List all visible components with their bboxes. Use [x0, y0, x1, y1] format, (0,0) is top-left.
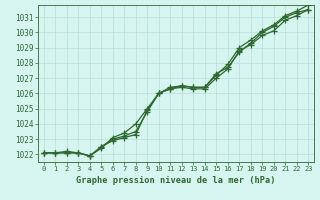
X-axis label: Graphe pression niveau de la mer (hPa): Graphe pression niveau de la mer (hPa): [76, 176, 276, 185]
